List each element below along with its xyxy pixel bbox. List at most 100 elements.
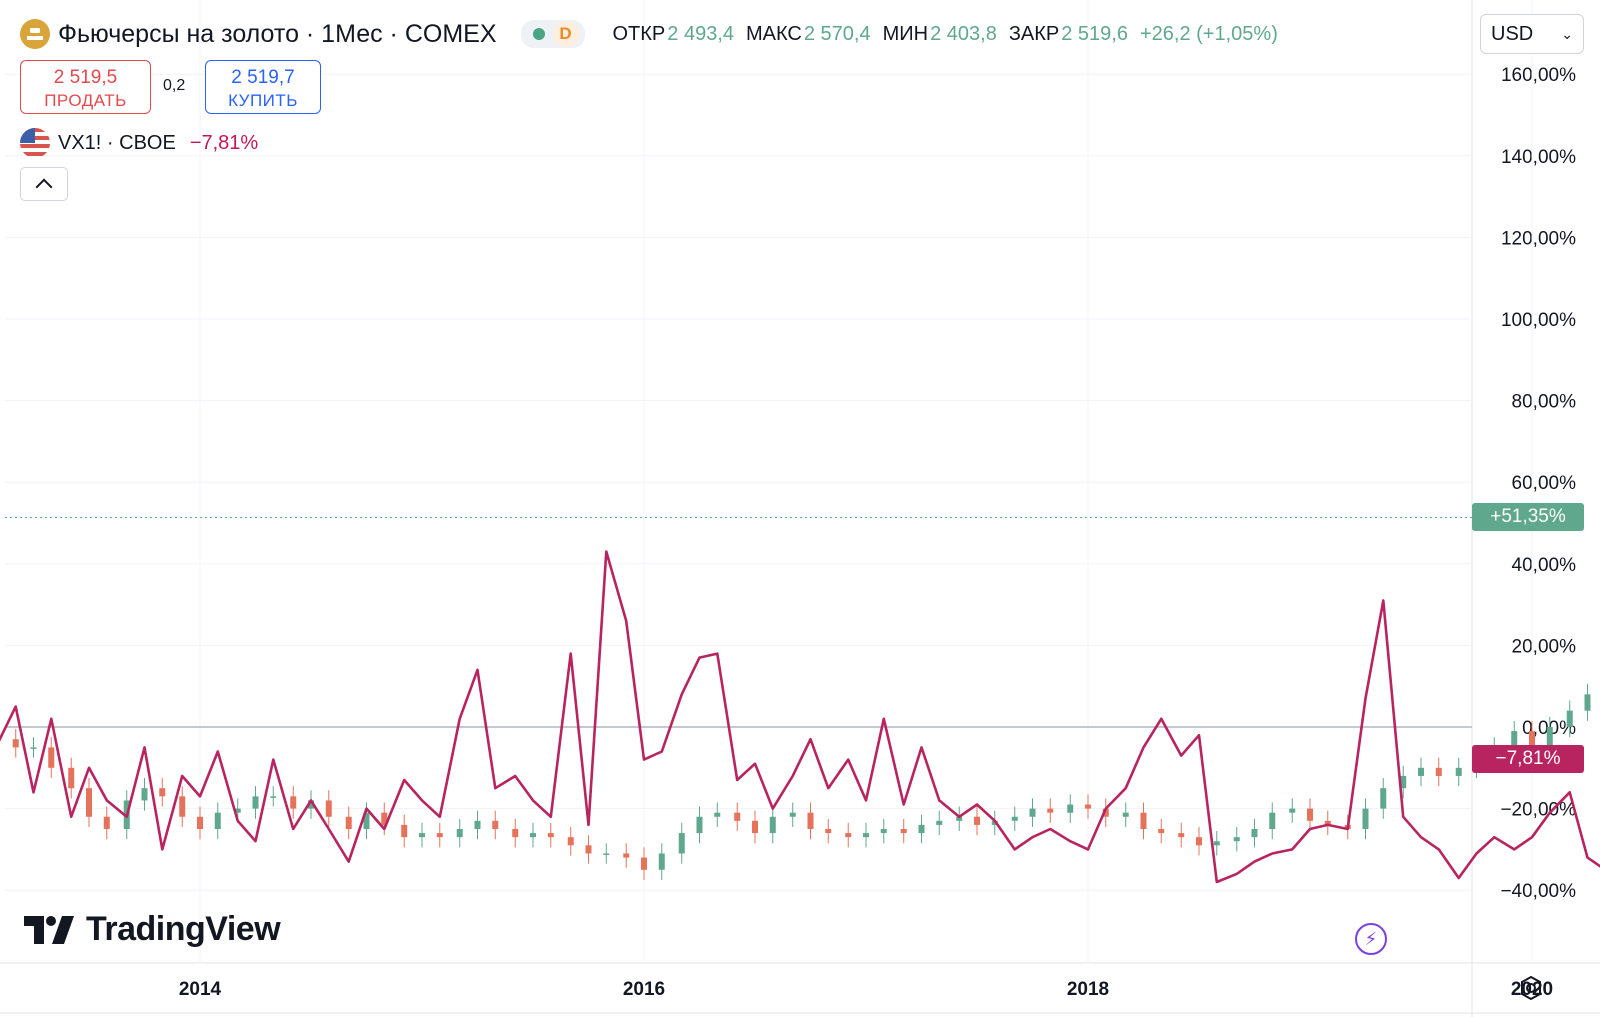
tradingview-logo[interactable]: TradingView <box>24 910 281 949</box>
ohlc-low: МИН 2 403,8 <box>882 22 997 45</box>
candle-body <box>1362 808 1369 829</box>
ohlc-close: ЗАКР 2 519,6 <box>1008 22 1128 45</box>
candle-body <box>1233 837 1240 842</box>
candle-body <box>103 816 110 829</box>
y-tick-label: −20,00% <box>1500 800 1576 821</box>
candle-body <box>1269 812 1276 829</box>
candle-body <box>197 816 203 829</box>
candle-body <box>234 808 241 813</box>
candle-body <box>492 820 499 829</box>
candle-body <box>1324 820 1331 825</box>
candle-body <box>1085 804 1091 809</box>
compare-legend[interactable]: VX1! · CBOE −7,81% <box>20 128 258 158</box>
lightning-icon[interactable]: ⚡ <box>1355 923 1387 955</box>
y-tick-label: 80,00% <box>1512 392 1577 413</box>
candle-body <box>345 816 352 829</box>
candle-body <box>1546 727 1553 748</box>
candle-body <box>1047 808 1054 813</box>
compare-symbol: VX1! · CBOE <box>58 131 176 154</box>
candle-body <box>1067 804 1074 813</box>
collapse-legend-button[interactable] <box>20 167 68 201</box>
candle-body <box>769 816 776 834</box>
candle-body <box>419 833 425 838</box>
x-tick-label: 2016 <box>623 979 665 1000</box>
candle-body <box>1418 767 1424 776</box>
candle-body <box>436 833 443 838</box>
candle-body <box>30 747 37 749</box>
candle-body <box>623 853 630 858</box>
candle-body <box>936 820 943 825</box>
currency-select[interactable]: USD ⌄ <box>1480 14 1584 54</box>
candle-body <box>845 833 852 838</box>
candle-body <box>900 829 907 834</box>
candle-body <box>641 857 647 870</box>
candle-body <box>1584 694 1591 711</box>
y-tick-label: 100,00% <box>1501 310 1576 331</box>
candle-body <box>825 829 832 834</box>
symbol-header: Фьючерсы на золото · 1Мес · COMEX D ОТКР… <box>20 14 1278 54</box>
candle-body <box>1400 775 1407 789</box>
candle-body <box>179 796 186 817</box>
x-tick-label: 2018 <box>1067 979 1109 1000</box>
buy-price: 2 519,7 <box>231 67 295 88</box>
sell-button[interactable]: 2 519,5 ПРОДАТЬ <box>20 60 151 114</box>
candle-body <box>807 812 814 829</box>
candle-body <box>1455 767 1462 776</box>
candle-body <box>1158 829 1165 834</box>
candle-body <box>363 812 370 829</box>
tradingview-mark-icon <box>24 915 74 944</box>
candle-body <box>1178 833 1185 838</box>
candle-body <box>1251 829 1258 838</box>
candle-body <box>1102 808 1109 817</box>
y-tick-label: 60,00% <box>1512 473 1577 494</box>
candle-body <box>456 829 463 838</box>
candle-body <box>86 788 92 817</box>
candle-body <box>68 767 75 789</box>
ohlc-open: ОТКР 2 493,4 <box>612 22 735 45</box>
candle-body <box>974 816 980 825</box>
candle-body <box>1511 731 1518 748</box>
candle-body <box>789 812 796 817</box>
y-tick-label: 120,00% <box>1501 228 1576 249</box>
y-tick-label: 40,00% <box>1512 555 1577 576</box>
vix-series-line <box>0 550 1600 884</box>
buy-label: КУПИТЬ <box>228 91 298 110</box>
spread-value: 0,2 <box>163 77 186 94</box>
candle-body <box>752 820 758 834</box>
candle-body <box>658 853 665 870</box>
candle-body <box>1011 816 1018 821</box>
vix-last-value-tag: −7,81% <box>1472 744 1584 773</box>
candle-body <box>308 800 314 809</box>
ohlc-high: МАКС 2 570,4 <box>746 22 871 45</box>
ohlc-values: ОТКР 2 493,4 МАКС 2 570,4 МИН 2 403,8 ЗАКР 2… <box>613 23 1278 46</box>
chevron-down-icon: ⌄ <box>1561 25 1573 42</box>
gold-last-value-tag: +51,35% <box>1472 503 1584 532</box>
candle-body <box>567 837 574 846</box>
candle-body <box>1122 812 1129 817</box>
interval-badge: D <box>552 21 579 47</box>
symbol-title[interactable]: Фьючерсы на золото · 1Мес · COMEX <box>58 19 497 48</box>
candle-body <box>1307 808 1313 821</box>
candle-body <box>1380 788 1387 809</box>
candle-body <box>214 812 221 829</box>
candle-body <box>603 853 610 855</box>
candle-body <box>1029 808 1036 817</box>
candle-body <box>863 833 869 838</box>
candle-body <box>956 816 963 821</box>
settings-icon[interactable] <box>1518 975 1544 1001</box>
y-tick-label: 140,00% <box>1501 147 1576 168</box>
candle-body <box>678 833 685 854</box>
candle-body <box>12 739 19 748</box>
candle-body <box>734 812 741 821</box>
candle-body <box>1529 731 1535 748</box>
buy-button[interactable]: 2 519,7 КУПИТЬ <box>205 60 321 114</box>
candle-body <box>1566 710 1573 727</box>
market-status[interactable]: D <box>520 20 585 48</box>
candle-body <box>547 833 554 838</box>
compare-change: −7,81% <box>189 131 259 154</box>
candle-body <box>530 833 536 838</box>
candle-body <box>1435 767 1442 776</box>
candle-body <box>1140 812 1147 829</box>
candle-body <box>1213 841 1220 846</box>
